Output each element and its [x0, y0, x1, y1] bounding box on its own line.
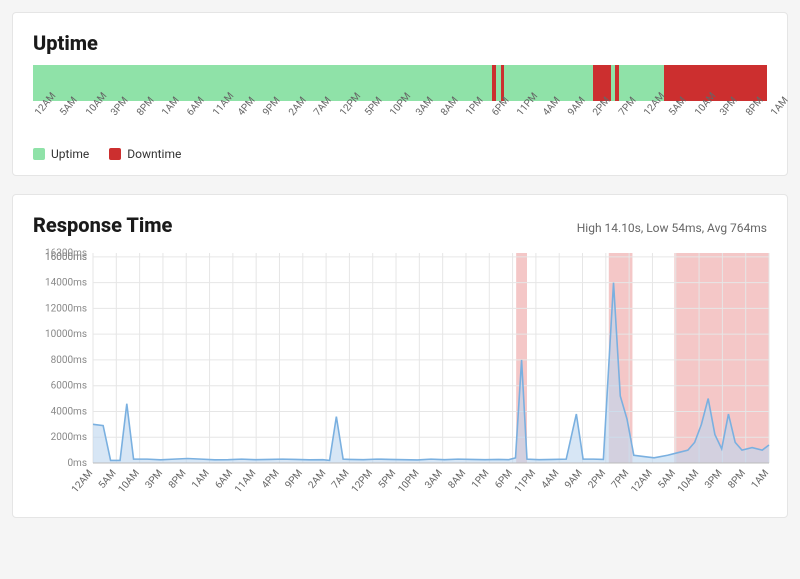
x-axis-label: 5AM — [656, 468, 678, 491]
x-axis-label: 2PM — [586, 468, 608, 491]
x-axis-label: 2AM — [307, 468, 329, 491]
legend-uptime: Uptime — [33, 147, 89, 161]
x-axis-label: 1AM — [190, 468, 212, 491]
x-axis-label: 12PM — [350, 468, 375, 495]
x-axis-label: 10AM — [116, 468, 141, 495]
response-stats: High 14.10s, Low 54ms, Avg 764ms — [577, 221, 767, 235]
x-axis-label: 6PM — [493, 468, 515, 491]
response-line — [93, 283, 769, 461]
y-axis-label: 12000ms — [45, 303, 87, 314]
x-axis-label: 1PM — [470, 468, 492, 491]
response-time-card: Response Time High 14.10s, Low 54ms, Avg… — [12, 194, 788, 518]
x-axis-label: 10PM — [396, 468, 421, 495]
y-axis-label: 2000ms — [51, 432, 87, 443]
response-title: Response Time — [33, 213, 172, 237]
x-axis-label: 3PM — [703, 468, 725, 491]
x-axis-label: 7AM — [330, 468, 352, 491]
response-area — [93, 283, 769, 463]
legend-label-uptime: Uptime — [51, 147, 89, 161]
x-axis-label: 1AM — [769, 95, 791, 118]
x-axis-label: 6AM — [213, 468, 235, 491]
x-axis-label: 9PM — [283, 468, 305, 491]
x-axis-label: 8AM — [446, 468, 468, 491]
y-axis-label: 16300ms — [45, 248, 87, 259]
x-axis-label: 8PM — [726, 468, 748, 491]
x-axis-label: 11AM — [233, 468, 258, 495]
legend-label-downtime: Downtime — [127, 147, 181, 161]
y-axis-label: 14000ms — [45, 278, 87, 289]
downtime-band — [674, 253, 769, 463]
x-axis-label: 5AM — [97, 468, 119, 491]
x-axis-label: 9AM — [563, 468, 585, 491]
x-axis-label: 12AM — [629, 468, 654, 495]
x-axis-label: 4PM — [260, 468, 282, 491]
response-svg: 0ms 2000ms 4000ms 6000ms 8000ms 10000ms 12000m… — [33, 247, 773, 503]
x-axis-label: 3PM — [144, 468, 166, 491]
x-axis-label: 8PM — [167, 468, 189, 491]
x-axis-label: 5PM — [377, 468, 399, 491]
y-axis-label: 8000ms — [51, 355, 87, 366]
y-axis-label: 0ms — [67, 458, 87, 469]
x-axis-label: 3AM — [423, 468, 445, 491]
legend-swatch-uptime — [33, 148, 45, 160]
x-axis-label: 11PM — [513, 468, 538, 495]
y-axis-label: 6000ms — [51, 381, 87, 392]
uptime-x-axis: 12AM5AM10AM3PM8PM1AM6AM11AM4PM9PM2AM7AM1… — [33, 105, 767, 141]
y-axis-label: 4000ms — [51, 406, 87, 417]
uptime-legend: Uptime Downtime — [33, 147, 767, 161]
uptime-title: Uptime — [33, 31, 767, 55]
x-axis-label: 12AM — [70, 468, 95, 495]
legend-swatch-downtime — [109, 148, 121, 160]
x-axis-label: 1AM — [749, 468, 771, 491]
x-axis-label: 10AM — [676, 468, 701, 495]
response-chart: 0ms 2000ms 4000ms 6000ms 8000ms 10000ms 12000m… — [33, 247, 767, 503]
x-axis-label: 7PM — [610, 468, 632, 491]
uptime-card: Uptime 12AM5AM10AM3PM8PM1AM6AM11AM4PM9PM… — [12, 12, 788, 176]
x-axis-label: 4AM — [540, 468, 562, 491]
legend-downtime: Downtime — [109, 147, 181, 161]
y-axis-label: 10000ms — [45, 329, 87, 340]
